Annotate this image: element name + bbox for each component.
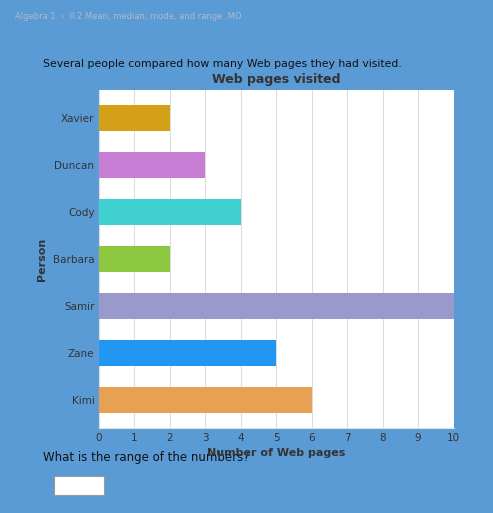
Bar: [99, 293, 454, 319]
Bar: [99, 387, 312, 413]
Text: Several people compared how many Web pages they had visited.: Several people compared how many Web pag…: [42, 59, 401, 69]
Text: Algebra 1  ›  II.2 Mean, median, mode, and range  MO: Algebra 1 › II.2 Mean, median, mode, and…: [15, 12, 241, 21]
Text: What is the range of the numbers?: What is the range of the numbers?: [42, 451, 249, 464]
Bar: [99, 340, 276, 366]
Bar: [99, 199, 241, 225]
Bar: [99, 105, 170, 131]
Title: Web pages visited: Web pages visited: [212, 73, 340, 86]
Y-axis label: Person: Person: [37, 238, 47, 281]
X-axis label: Number of Web pages: Number of Web pages: [207, 448, 345, 458]
Bar: [99, 152, 205, 178]
Bar: [99, 246, 170, 272]
